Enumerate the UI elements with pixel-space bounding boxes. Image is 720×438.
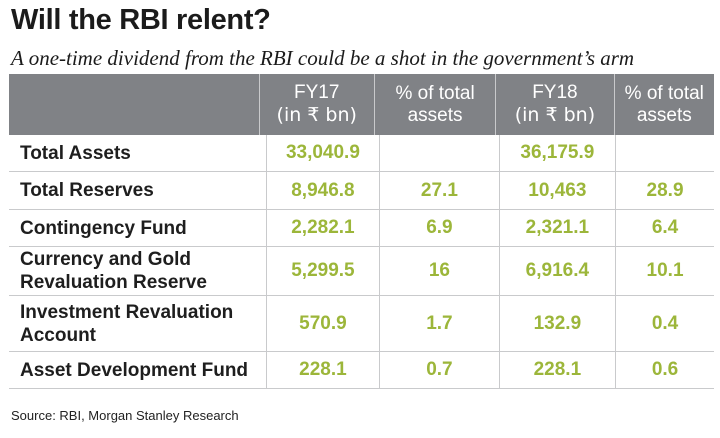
cell-pct17: 16 — [379, 247, 498, 295]
cell-pct17: 0.7 — [379, 352, 498, 388]
header-cell-pct18: % of total assets — [613, 74, 714, 135]
table-row: Contingency Fund 2,282.1 6.9 2,321.1 6.4 — [9, 210, 714, 247]
header-cell-label — [9, 74, 259, 135]
header-cell-pct17: % of total assets — [373, 74, 495, 135]
cell-fy18: 228.1 — [498, 352, 615, 388]
cell-pct18: 10.1 — [615, 247, 714, 295]
row-label: Contingency Fund — [20, 217, 187, 239]
row-label: Currency and Gold Revaluation Reserve — [20, 249, 207, 293]
table-row: Asset Development Fund 228.1 0.7 228.1 0… — [9, 352, 714, 389]
cell-fy17: 33,040.9 — [265, 135, 380, 171]
data-table: FY17 (in ₹ bn) % of total assets FY18 (in ₹… — [9, 74, 714, 389]
cell-fy17: 5,299.5 — [265, 247, 380, 295]
cell-pct18 — [615, 135, 714, 171]
page-title: Will the RBI relent? — [11, 4, 271, 36]
table-header-row: FY17 (in ₹ bn) % of total assets FY18 (in ₹… — [9, 74, 714, 135]
cell-pct18: 0.6 — [615, 352, 714, 388]
cell-pct18: 28.9 — [615, 172, 714, 209]
page-subtitle: A one-time dividend from the RBI could b… — [11, 46, 635, 70]
cell-fy17: 570.9 — [265, 296, 380, 351]
cell-fy18: 6,916.4 — [498, 247, 615, 295]
cell-fy18: 132.9 — [498, 296, 615, 351]
cell-fy18: 2,321.1 — [498, 210, 615, 246]
cell-pct17 — [379, 135, 498, 171]
header-cell-fy17: FY17 (in ₹ bn) — [258, 74, 374, 135]
cell-pct17: 27.1 — [379, 172, 498, 209]
row-label: Asset Development Fund — [20, 359, 249, 381]
source-note: Source: RBI, Morgan Stanley Research — [11, 408, 239, 423]
table-row: Total Reserves 8,946.8 27.1 10,463 28.9 — [9, 172, 714, 210]
table-row: Total Assets 33,040.9 36,175.9 — [9, 135, 714, 172]
cell-fy18: 10,463 — [498, 172, 615, 209]
header-cell-fy18: FY18 (in ₹ bn) — [495, 74, 613, 135]
cell-fy17: 8,946.8 — [265, 172, 380, 209]
table-row: Investment Revaluation Account 570.9 1.7 … — [9, 296, 714, 352]
row-label: Total Assets — [20, 142, 131, 164]
cell-fy17: 228.1 — [265, 352, 380, 388]
cell-pct17: 6.9 — [379, 210, 498, 246]
cell-pct17: 1.7 — [379, 296, 498, 351]
cell-fy17: 2,282.1 — [265, 210, 380, 246]
cell-pct18: 0.4 — [615, 296, 714, 351]
row-label: Total Reserves — [20, 180, 154, 201]
row-label: Investment Revaluation Account — [20, 301, 234, 346]
table-row: Currency and Gold Revaluation Reserve 5,2… — [9, 247, 714, 296]
cell-fy18: 36,175.9 — [498, 135, 615, 171]
cell-pct18: 6.4 — [615, 210, 714, 246]
